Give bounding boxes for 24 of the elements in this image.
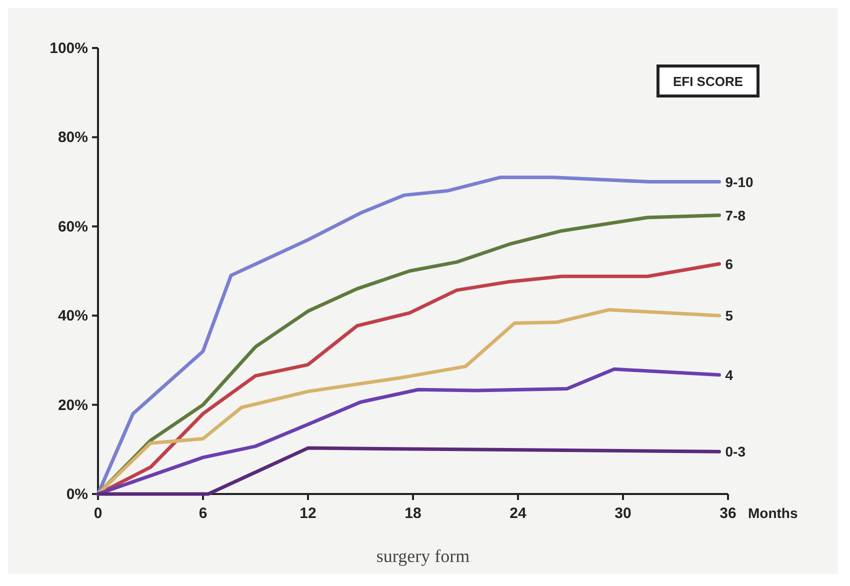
y-tick-label: 20% xyxy=(58,396,88,414)
series-label: 0-3 xyxy=(725,444,746,460)
x-tick-label: 6 xyxy=(198,505,208,522)
x-tick-label: 18 xyxy=(404,505,422,522)
legend-title: EFI SCORE xyxy=(672,74,744,89)
series-label: 6 xyxy=(725,256,734,272)
x-axis-title: Months xyxy=(748,505,798,521)
y-tick-label: 60% xyxy=(58,218,88,236)
line-series xyxy=(96,367,721,496)
x-tick-label: 12 xyxy=(300,505,316,522)
x-tick-label: 0 xyxy=(94,505,102,522)
series-label: 4 xyxy=(725,366,734,383)
x-tick-label: 24 xyxy=(510,505,527,522)
series-label: 5 xyxy=(725,308,734,324)
line-series xyxy=(96,308,721,496)
y-tick-label: 0% xyxy=(66,486,88,503)
x-tick-label: 30 xyxy=(614,505,632,522)
series-label: 9-10 xyxy=(725,174,754,190)
y-tick-label: 40% xyxy=(58,308,88,325)
series-label: 7-8 xyxy=(725,207,746,224)
y-tick-label: 80% xyxy=(58,129,88,146)
x-tick-label: 36 xyxy=(720,505,736,522)
text: surgery form xyxy=(376,546,470,566)
y-tick-label: 100% xyxy=(50,40,88,57)
